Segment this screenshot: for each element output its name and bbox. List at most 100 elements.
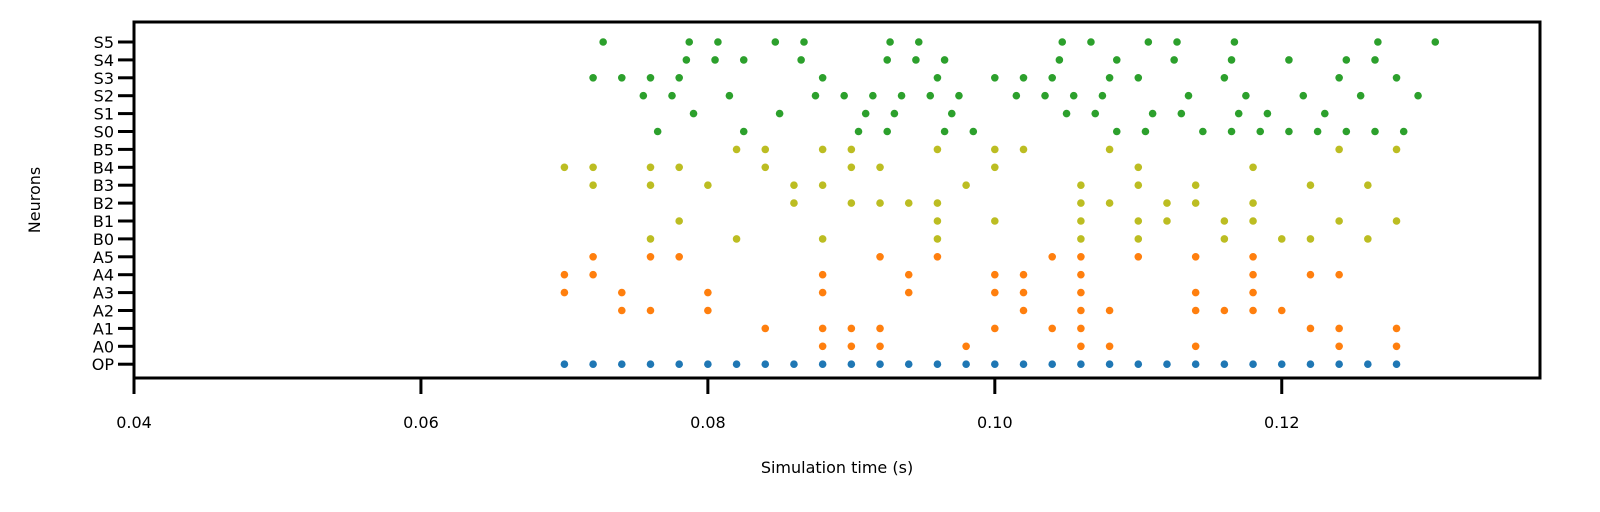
- x-tick-label: 0.08: [690, 413, 726, 432]
- spike-point-s2: [897, 91, 906, 100]
- spike-point-a2: [704, 306, 712, 315]
- spike-point-b1: [1220, 217, 1229, 225]
- spike-point-s0: [1371, 127, 1379, 136]
- spike-point-a0: [1335, 342, 1343, 351]
- spike-point-s5: [914, 38, 923, 46]
- spike-point-s3: [646, 74, 655, 82]
- spike-point-s5: [1374, 38, 1382, 46]
- spike-point-b4: [847, 163, 856, 172]
- y-tick-label-b5: B5: [93, 140, 114, 159]
- spike-point-s5: [1058, 38, 1067, 46]
- spike-point-b2: [1077, 199, 1085, 207]
- spike-point-b1: [1134, 217, 1143, 225]
- spike-point-b5: [933, 145, 942, 154]
- spike-point-s2: [869, 91, 877, 100]
- spike-point-op: [1105, 360, 1114, 369]
- spike-point-a0: [1077, 342, 1085, 351]
- spike-point-b1: [1392, 217, 1401, 225]
- spike-point-a3: [560, 288, 569, 297]
- spike-point-a5: [589, 252, 597, 261]
- spike-point-b2: [933, 199, 942, 207]
- y-tick-label-s0: S0: [94, 123, 114, 142]
- spike-point-s1: [689, 109, 698, 118]
- spike-point-op: [1191, 360, 1200, 369]
- spike-point-a2: [646, 306, 655, 315]
- spike-point-a2: [1277, 306, 1286, 315]
- spike-point-b2: [1105, 199, 1114, 207]
- y-axis-label: Neurons: [25, 167, 44, 233]
- spike-point-s0: [1342, 127, 1351, 136]
- spike-point-s0: [969, 127, 978, 136]
- spike-point-s2: [811, 91, 820, 100]
- spike-point-op: [1277, 360, 1286, 369]
- spike-point-b1: [1335, 217, 1343, 225]
- spike-point-b3: [589, 181, 597, 189]
- spike-point-op: [1163, 360, 1171, 369]
- spike-point-s4: [1342, 56, 1351, 64]
- spike-point-a2: [1191, 306, 1200, 315]
- spike-point-a1: [1392, 324, 1401, 333]
- spike-point-b3: [1191, 181, 1200, 189]
- spike-point-op: [1335, 360, 1343, 369]
- spike-point-a3: [1249, 288, 1257, 297]
- spike-point-a5: [933, 252, 942, 261]
- spike-point-s1: [1148, 109, 1157, 118]
- spike-point-s3: [1019, 74, 1028, 82]
- spike-point-b2: [847, 199, 856, 207]
- spike-point-b1: [1163, 217, 1171, 225]
- spike-point-s0: [653, 127, 662, 136]
- spike-point-a5: [876, 252, 884, 261]
- spike-point-b5: [732, 145, 741, 154]
- spike-point-op: [704, 360, 712, 369]
- spike-point-s4: [797, 56, 805, 64]
- spike-point-s2: [1069, 91, 1078, 100]
- spike-point-op: [1134, 360, 1143, 369]
- spike-point-s1: [1320, 109, 1329, 118]
- spike-point-b1: [933, 217, 942, 225]
- spike-point-a4: [1019, 270, 1028, 279]
- spike-point-a3: [617, 288, 626, 297]
- spike-point-b2: [1191, 199, 1200, 207]
- spike-point-b5: [761, 145, 770, 154]
- spike-point-b0: [732, 235, 741, 243]
- y-tick-label-b0: B0: [93, 230, 114, 249]
- spike-point-s3: [1048, 74, 1057, 82]
- spike-point-op: [933, 360, 942, 369]
- spike-point-b3: [646, 181, 655, 189]
- spike-point-s2: [725, 91, 734, 100]
- spike-point-s5: [685, 38, 694, 46]
- spike-point-s4: [1285, 56, 1293, 64]
- spike-point-s5: [800, 38, 808, 46]
- spike-point-b0: [818, 235, 827, 243]
- points-layer: [560, 38, 1440, 369]
- spike-point-b3: [1134, 181, 1143, 189]
- x-axis-label: Simulation time (s): [761, 458, 913, 477]
- spike-point-op: [617, 360, 626, 369]
- spike-point-s2: [1041, 91, 1049, 100]
- spike-point-op: [675, 360, 683, 369]
- spike-point-op: [991, 360, 999, 369]
- spike-point-b4: [761, 163, 770, 172]
- spike-point-a4: [560, 270, 569, 279]
- spike-point-a5: [646, 252, 655, 261]
- spike-point-s1: [947, 109, 956, 118]
- y-tick-label-a3: A3: [93, 284, 114, 303]
- spike-point-s2: [639, 91, 648, 100]
- spike-point-a1: [1077, 324, 1085, 333]
- spike-point-s2: [840, 91, 848, 100]
- spike-point-a0: [818, 342, 827, 351]
- spike-point-b1: [1249, 217, 1257, 225]
- spike-point-b2: [1249, 199, 1257, 207]
- spike-point-b1: [675, 217, 683, 225]
- spike-point-s3: [589, 74, 597, 82]
- spike-point-s0: [1256, 127, 1265, 136]
- spike-point-a4: [1077, 270, 1085, 279]
- spike-point-b0: [1277, 235, 1286, 243]
- spike-point-s0: [883, 127, 892, 136]
- spike-point-s5: [771, 38, 780, 46]
- spike-point-b3: [704, 181, 712, 189]
- spike-point-s3: [1335, 74, 1343, 82]
- spike-point-a3: [818, 288, 827, 297]
- spike-point-a5: [1191, 252, 1200, 261]
